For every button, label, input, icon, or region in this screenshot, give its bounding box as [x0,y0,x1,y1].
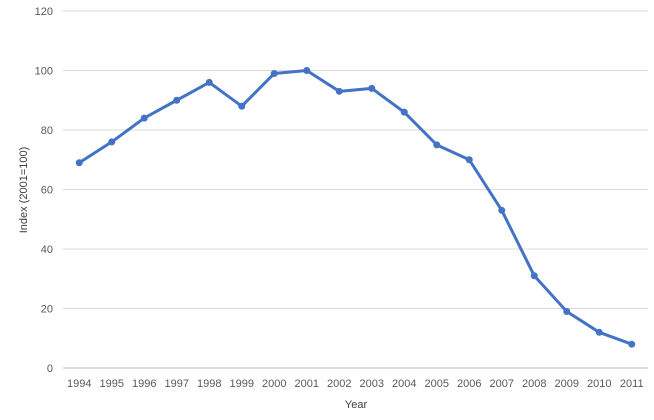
y-tick-label: 0 [47,363,53,375]
data-point-2004 [400,108,408,116]
x-tick-label: 2001 [295,378,319,390]
y-tick-label: 20 [41,304,53,316]
x-tick-label: 2009 [555,378,579,390]
y-axis-ticks: 0 20 40 60 80 100 120 [35,6,53,375]
data-point-2008 [530,272,538,280]
data-point-2006 [465,156,473,164]
x-tick-label: 2000 [262,378,286,390]
data-point-2002 [335,87,343,95]
gridlines [63,10,648,369]
x-tick-label: 1999 [230,378,254,390]
data-point-1994 [75,159,83,167]
y-tick-label: 120 [35,6,53,18]
series-group [75,67,636,348]
data-point-1995 [108,138,116,146]
data-point-2001 [303,67,311,74]
data-point-1997 [173,96,181,104]
data-point-1998 [205,78,213,86]
data-point-2009 [563,307,571,315]
x-tick-label: 2005 [425,378,449,390]
y-tick-label: 80 [41,125,53,137]
y-tick-label: 40 [41,244,53,256]
data-point-2000 [270,69,278,77]
series-line [77,69,634,346]
data-point-2003 [368,84,376,92]
y-axis-title: Index (2001=100) [18,147,30,234]
x-tick-label: 1997 [165,378,189,390]
data-point-2005 [433,141,441,149]
x-tick-label: 1995 [100,378,124,390]
x-tick-label: 2010 [587,378,611,390]
x-axis-ticks: 1994 1995 1996 1997 1998 1999 2000 2001 2002 2003… [67,378,644,390]
x-tick-label: 2011 [620,378,644,390]
data-point-2011 [628,340,636,348]
x-tick-label: 2004 [392,378,416,390]
data-point-1996 [140,114,148,122]
y-tick-label: 60 [41,185,53,197]
x-tick-label: 1994 [67,378,91,390]
data-point-2007 [498,206,506,214]
x-tick-label: 2008 [522,378,546,390]
x-tick-label: 2003 [360,378,384,390]
data-point-2010 [595,328,603,336]
x-tick-label: 2007 [490,378,514,390]
x-tick-label: 2002 [327,378,351,390]
x-tick-label: 1998 [197,378,221,390]
x-tick-label: 2006 [457,378,481,390]
x-tick-label: 1996 [132,378,156,390]
data-point-1999 [238,102,246,110]
x-axis-title: Year [345,399,368,411]
y-tick-label: 100 [35,66,53,78]
